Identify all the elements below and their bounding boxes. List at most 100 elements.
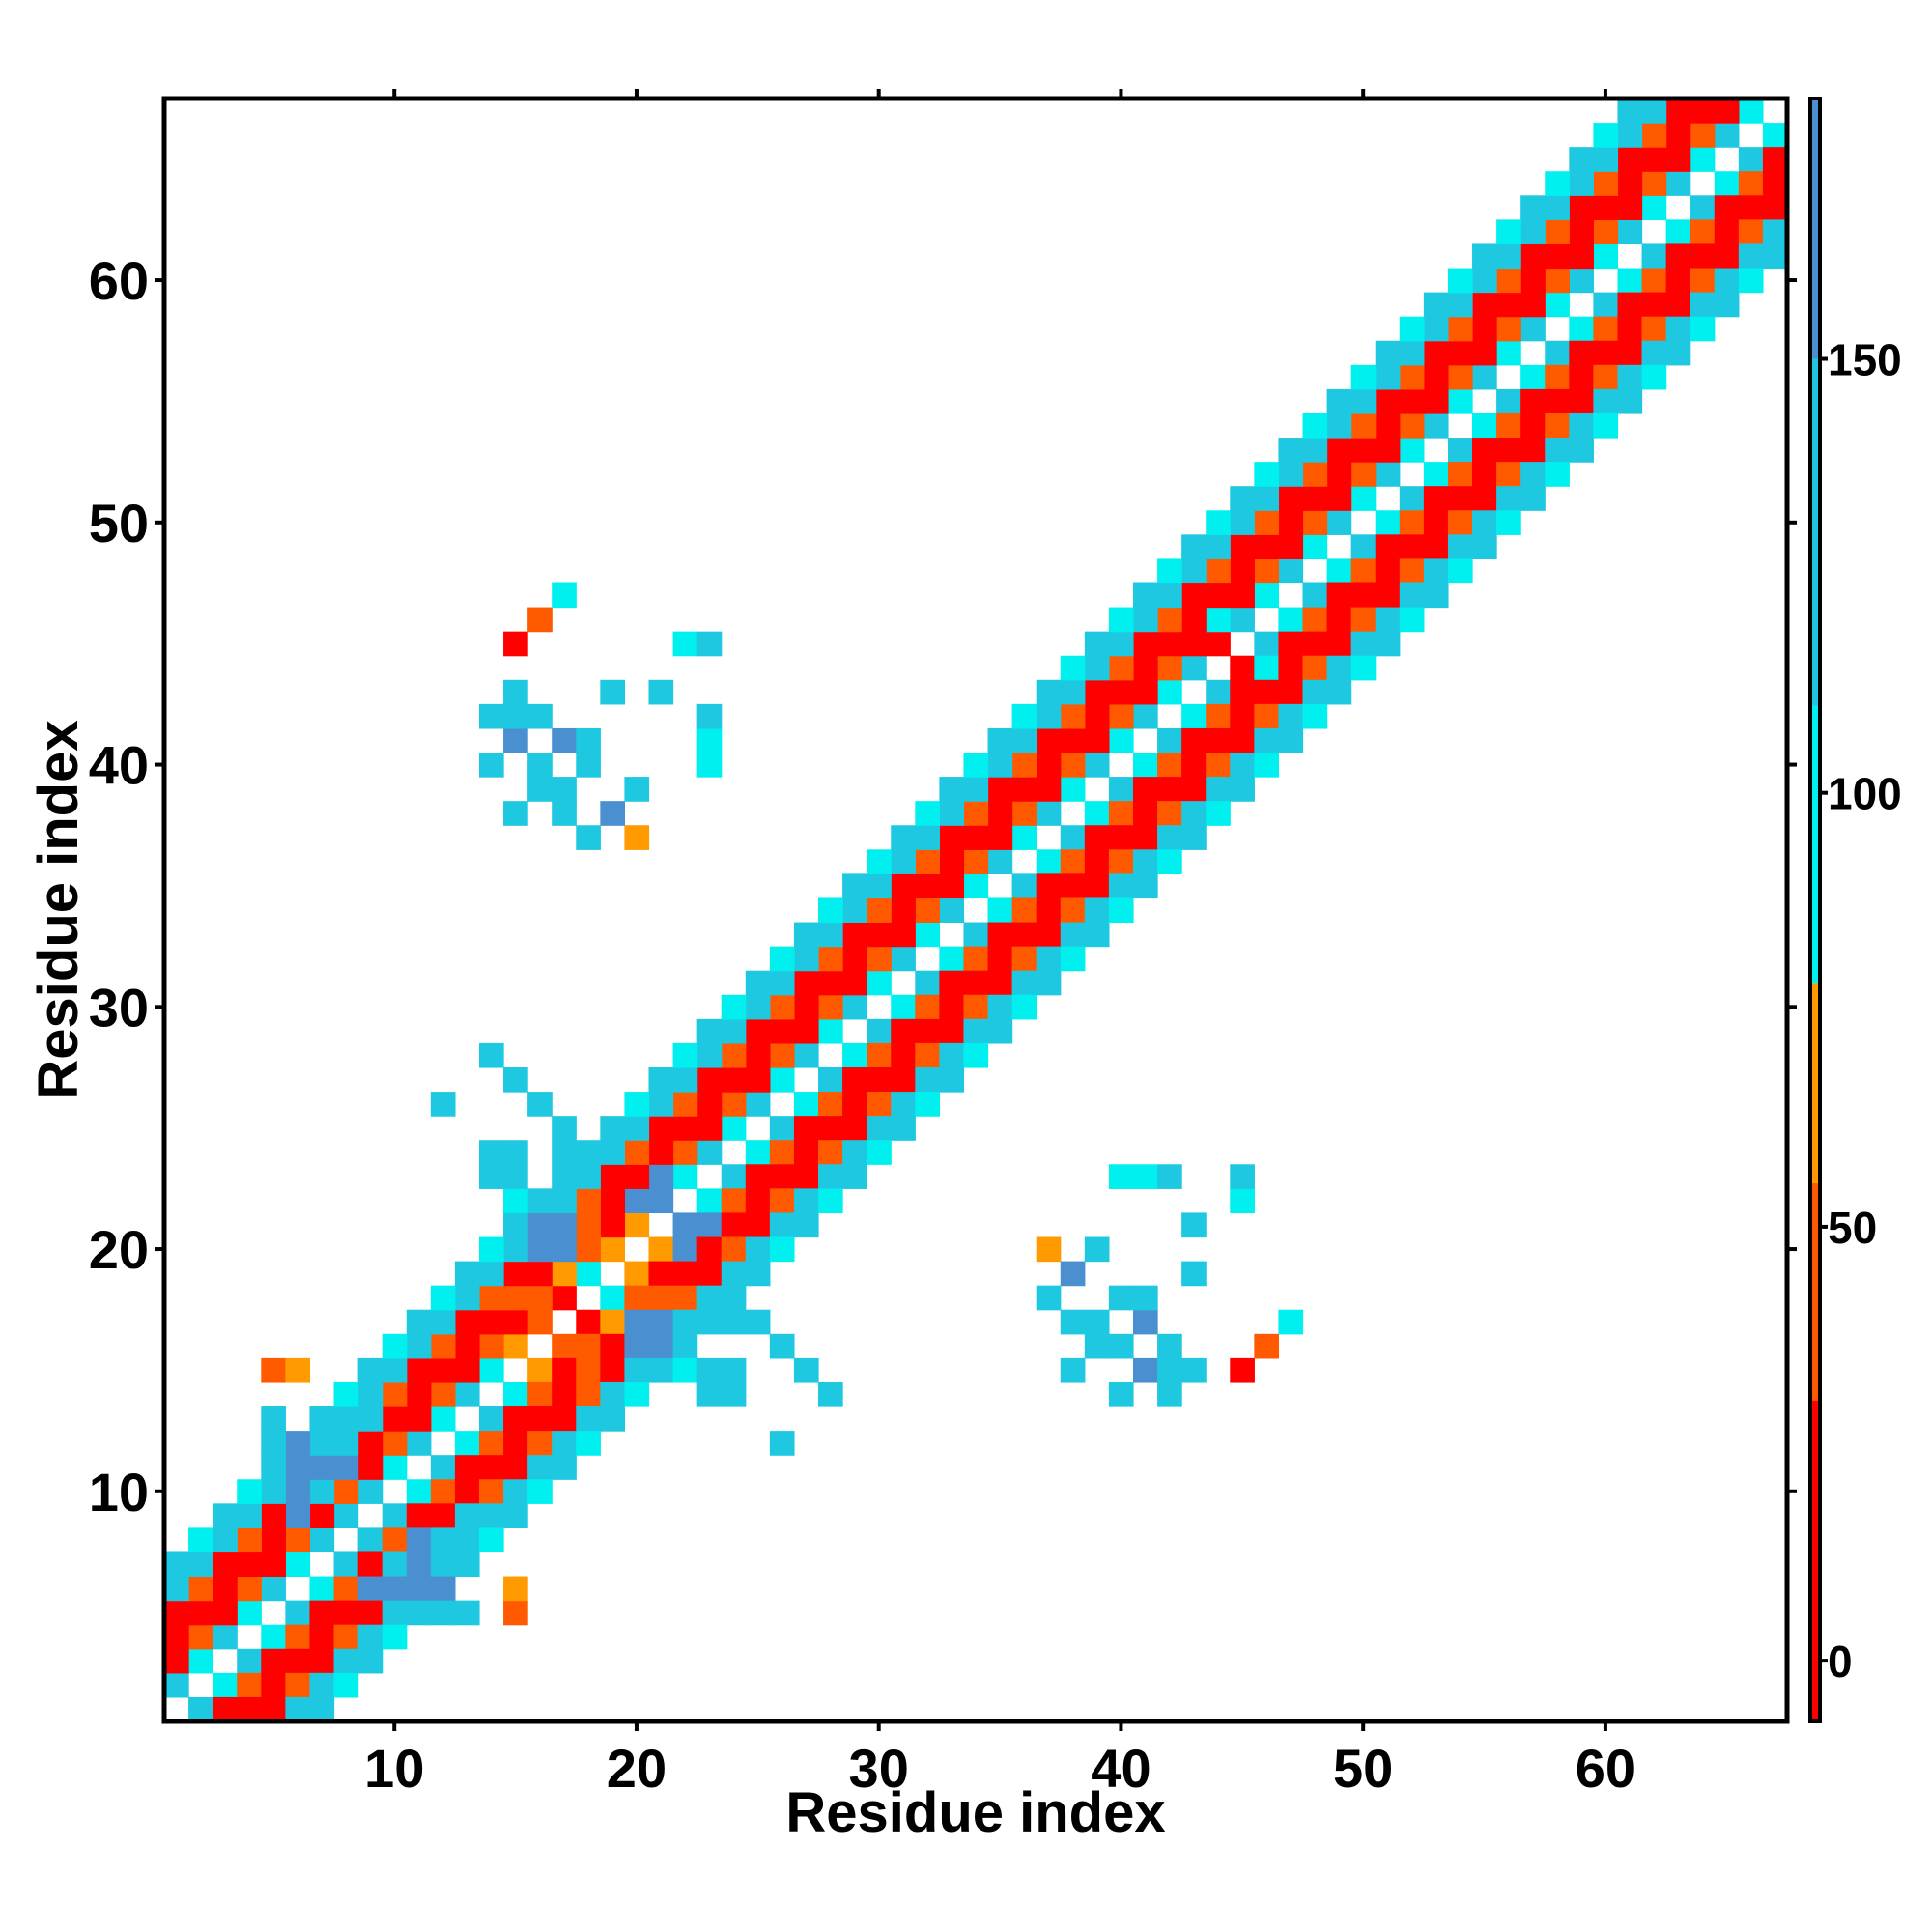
- heatmap-cell: [406, 1479, 432, 1504]
- heatmap-cell: [382, 1406, 408, 1432]
- heatmap-cell: [333, 1551, 359, 1577]
- heatmap-cell: [1496, 412, 1521, 439]
- heatmap-cell: [503, 703, 528, 729]
- heatmap-cell: [818, 994, 843, 1020]
- heatmap-cell: [1132, 825, 1158, 850]
- heatmap-cell: [309, 1648, 335, 1674]
- heatmap-cell: [1108, 727, 1134, 753]
- heatmap-cell: [915, 873, 940, 899]
- heatmap-cell: [1569, 147, 1594, 172]
- heatmap-cell: [842, 873, 867, 899]
- heatmap-cell: [987, 825, 1013, 850]
- heatmap-cell: [430, 1455, 456, 1480]
- heatmap-cell: [237, 1503, 262, 1528]
- heatmap-cell: [1520, 195, 1546, 220]
- heatmap-cell: [237, 1576, 262, 1602]
- heatmap-cell: [237, 1527, 262, 1553]
- heatmap-cell: [672, 1116, 698, 1141]
- heatmap-cell: [915, 970, 940, 996]
- heatmap-cell: [382, 1381, 408, 1407]
- heatmap-cell: [1206, 753, 1231, 778]
- heatmap-cell: [309, 1624, 335, 1650]
- heatmap-cell: [503, 801, 528, 826]
- heatmap-cell: [527, 753, 553, 778]
- heatmap-cell: [721, 1236, 747, 1263]
- heatmap-cell: [1036, 753, 1062, 778]
- heatmap-cell: [1762, 219, 1788, 245]
- heatmap-cell: [1423, 340, 1449, 366]
- heatmap-cell: [406, 1333, 432, 1359]
- heatmap-cell: [237, 1551, 262, 1577]
- heatmap-cell: [867, 922, 892, 948]
- heatmap-cell: [309, 1455, 335, 1480]
- heatmap-cell: [1254, 462, 1280, 487]
- heatmap-cell: [1036, 946, 1062, 972]
- heatmap-cell: [1060, 753, 1086, 778]
- heatmap-cell: [1132, 1309, 1158, 1335]
- heatmap-cell: [1714, 99, 1740, 124]
- heatmap-cell: [745, 1309, 771, 1335]
- heatmap-cell: [430, 1309, 456, 1335]
- heatmap-cell: [1690, 99, 1716, 124]
- heatmap-cell: [648, 1309, 674, 1335]
- y-tick-label: 10: [89, 1462, 149, 1522]
- heatmap-cell: [1375, 534, 1401, 560]
- heatmap-cell: [1181, 777, 1207, 802]
- heatmap-cell: [1060, 655, 1086, 681]
- heatmap-cell: [357, 1357, 384, 1383]
- heatmap-cell: [1472, 486, 1497, 511]
- heatmap-cell: [285, 1431, 311, 1456]
- heatmap-cell: [939, 897, 965, 923]
- heatmap-cell: [1399, 486, 1425, 511]
- heatmap-cell: [793, 1357, 819, 1383]
- heatmap-cell: [891, 1018, 916, 1044]
- heatmap-cell: [818, 1066, 843, 1093]
- heatmap-cell: [624, 1116, 650, 1141]
- heatmap-cell: [963, 801, 989, 826]
- heatmap-cell: [624, 1140, 650, 1165]
- heatmap-cell: [1447, 340, 1473, 366]
- heatmap-cell: [769, 1164, 795, 1189]
- heatmap-cell: [503, 631, 528, 657]
- heatmap-cell: [672, 1092, 698, 1117]
- heatmap-cell: [1714, 219, 1740, 245]
- heatmap-cell: [1496, 438, 1521, 463]
- heatmap-cell: [1738, 99, 1764, 124]
- heatmap-cell: [1060, 1309, 1086, 1335]
- heatmap-cell: [987, 922, 1013, 948]
- heatmap-cell: [1326, 655, 1352, 681]
- heatmap-cell: [1011, 727, 1037, 753]
- heatmap-cell: [1108, 873, 1134, 899]
- heatmap-cell: [1254, 582, 1280, 609]
- heatmap-cell: [1326, 486, 1352, 511]
- heatmap-cell: [1278, 486, 1304, 511]
- heatmap-cell: [1132, 849, 1158, 874]
- heatmap-cell: [1665, 171, 1691, 196]
- heatmap-cell: [1496, 219, 1521, 245]
- heatmap-cell: [1302, 510, 1328, 535]
- heatmap-cell: [793, 1188, 819, 1214]
- heatmap-cell: [576, 1188, 601, 1214]
- heatmap-cell: [1157, 1357, 1182, 1383]
- heatmap-cell: [1569, 438, 1594, 463]
- heatmap-cell: [478, 1431, 504, 1456]
- heatmap-cell: [769, 1333, 795, 1359]
- heatmap-cell: [1254, 486, 1280, 511]
- heatmap-cell: [1641, 340, 1667, 366]
- heatmap-cell: [1545, 388, 1570, 414]
- heatmap-cell: [1181, 703, 1207, 729]
- heatmap-cell: [867, 897, 892, 923]
- heatmap-cell: [1132, 703, 1158, 729]
- colorbar-segment: [1810, 983, 1820, 1183]
- heatmap-cell: [1060, 825, 1086, 850]
- heatmap-cell: [1447, 388, 1473, 414]
- heatmap-cell: [1157, 631, 1182, 657]
- heatmap-cell: [721, 1066, 747, 1093]
- heatmap-cell: [818, 1092, 843, 1117]
- heatmap-cell: [1665, 243, 1691, 270]
- heatmap-cell: [1326, 438, 1352, 463]
- heatmap-cell: [1326, 582, 1352, 609]
- heatmap-cell: [1472, 412, 1497, 439]
- heatmap-cell: [552, 1236, 577, 1263]
